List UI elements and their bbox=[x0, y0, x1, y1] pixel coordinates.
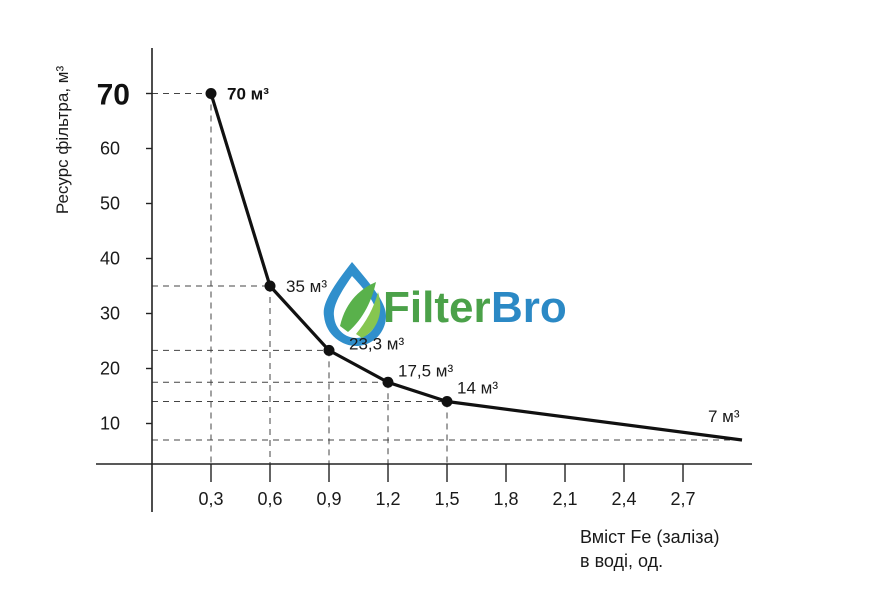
x-tick-label: 1,2 bbox=[375, 489, 400, 509]
guide-lines bbox=[152, 93, 743, 464]
drop-icon bbox=[323, 262, 386, 346]
series-line bbox=[209, 93, 743, 442]
watermark-logo: Filter Bro bbox=[323, 262, 567, 346]
x-tick-label: 0,9 bbox=[316, 489, 341, 509]
data-label: 35 м³ bbox=[286, 277, 327, 296]
data-point bbox=[264, 280, 276, 292]
x-axis-label-line2: в воді, од. bbox=[580, 551, 663, 571]
x-tick-label: 0,3 bbox=[198, 489, 223, 509]
x-axis-label-line1: Вміст Fe (заліза) bbox=[580, 527, 719, 547]
y-tick-label: 50 bbox=[100, 194, 120, 214]
data-point bbox=[205, 88, 217, 99]
data-point bbox=[323, 344, 335, 356]
watermark-text-bro: Bro bbox=[491, 283, 567, 332]
y-tick-label: 10 bbox=[100, 414, 120, 434]
x-tick-label: 1,8 bbox=[493, 489, 518, 509]
y-tick-label: 60 bbox=[100, 139, 120, 159]
watermark-text-filter: Filter bbox=[383, 283, 491, 332]
series-path bbox=[209, 93, 743, 442]
axes bbox=[96, 48, 752, 512]
y-axis-label: Ресурс фільтра, м³ bbox=[53, 66, 72, 215]
data-points bbox=[205, 88, 453, 407]
data-label: 70 м³ bbox=[227, 85, 269, 104]
x-tick-label: 2,4 bbox=[611, 489, 636, 509]
x-tick-label: 0,6 bbox=[257, 489, 282, 509]
x-tick-label: 2,7 bbox=[670, 489, 695, 509]
y-tick-label: 70 bbox=[97, 79, 130, 112]
data-label: 17,5 м³ bbox=[398, 361, 453, 380]
y-tick-label: 20 bbox=[100, 359, 120, 379]
data-point bbox=[441, 396, 453, 407]
y-tick-labels: 10 20 30 40 50 60 70 bbox=[97, 79, 152, 434]
x-tick-labels: 0,3 0,6 0,9 1,2 1,5 1,8 2,1 2,4 2,7 bbox=[198, 464, 696, 509]
x-tick-label: 2,1 bbox=[552, 489, 577, 509]
data-label: 23,3 м³ bbox=[349, 334, 404, 353]
data-label: 7 м³ bbox=[708, 407, 740, 426]
y-tick-label: 40 bbox=[100, 249, 120, 269]
data-point bbox=[382, 376, 394, 388]
x-tick-label: 1,5 bbox=[434, 489, 459, 509]
y-tick-label: 30 bbox=[100, 304, 120, 324]
data-label: 14 м³ bbox=[457, 379, 498, 398]
